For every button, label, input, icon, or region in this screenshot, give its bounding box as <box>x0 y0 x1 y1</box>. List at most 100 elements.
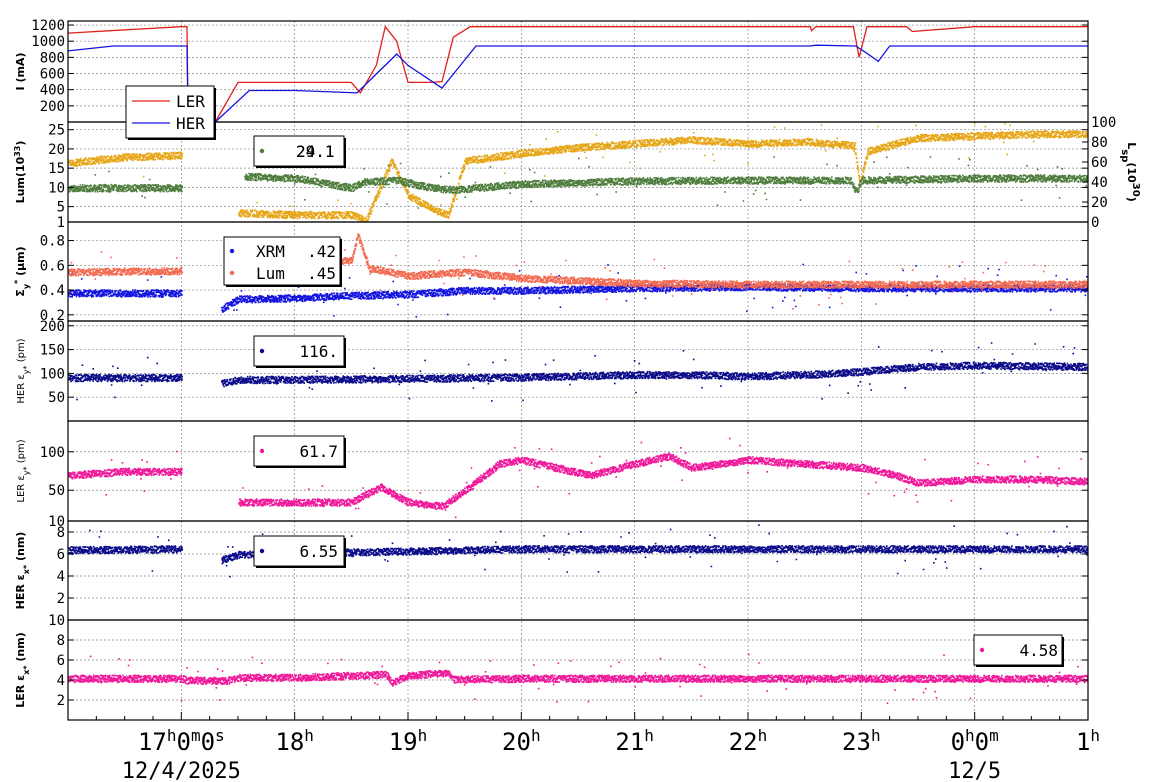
y-tick-label: 8 <box>57 633 65 649</box>
panel-frame <box>67 20 1089 123</box>
y-tick-label: 4 <box>57 673 65 689</box>
y-axis-label: I (mA) <box>14 53 27 91</box>
panel-her-epsx <box>68 524 1088 578</box>
y-tick-label: 0.4 <box>40 283 65 299</box>
y-tick-label: 8 <box>57 525 65 541</box>
series-points-sigma-y-0 <box>68 263 1088 318</box>
y2-tick-label: 80 <box>1091 135 1108 151</box>
y-tick-label: 1 <box>57 215 65 231</box>
legend-ler-epsx: 4.58 <box>973 634 1064 667</box>
y-tick-label: 10 <box>48 613 65 629</box>
y-tick-label: 200 <box>40 319 65 335</box>
x-date-label: 12/5 <box>948 759 1001 782</box>
series-line-ler <box>68 25 1088 122</box>
legend-label: LER <box>176 92 205 111</box>
series-points-luminosity-0 <box>68 122 1088 222</box>
y-tick-label: 10 <box>48 514 65 530</box>
y-tick-label: 15 <box>48 161 65 177</box>
x-tick-label: 23h <box>842 726 881 757</box>
legend-label: HER <box>176 114 205 133</box>
y-tick-label: 800 <box>40 50 65 66</box>
legend-dot <box>259 148 265 154</box>
y-axis-label: Lum(1033) <box>13 141 28 204</box>
legend-box <box>223 236 341 286</box>
y-tick-label: 2 <box>57 591 65 607</box>
legend-her-epsy: 116. <box>253 335 346 368</box>
grid-layer <box>68 21 1088 720</box>
legend-dot <box>259 348 265 354</box>
y-tick-label: 6 <box>57 653 65 669</box>
y-axis-label: Σy* (µm) <box>13 246 31 296</box>
legend-her-epsx: 6.55 <box>253 535 346 568</box>
frames-layer <box>67 20 1089 721</box>
panel-frame <box>67 221 1089 322</box>
panel-luminosity <box>68 122 1088 222</box>
y-tick-label: 50 <box>48 390 65 406</box>
y-axis-label: HER εx* (nm) <box>14 532 31 610</box>
legend-value: .42 <box>307 242 336 261</box>
legend-label: Lum <box>256 264 285 283</box>
y-tick-label: 100 <box>40 366 65 382</box>
x-tick-label: 20h <box>502 726 541 757</box>
panel-current <box>68 25 1088 122</box>
x-tick-label: 17h0m0s <box>138 726 225 757</box>
legend-value: 6.55 <box>299 542 338 561</box>
legend-value: 4.58 <box>1019 641 1058 660</box>
y-tick-label: 150 <box>40 343 65 359</box>
y-tick-label: 20 <box>48 142 65 158</box>
y-tick-label: 5 <box>57 200 65 216</box>
legend-current: LER HER <box>125 85 216 140</box>
panel-frame <box>67 520 1089 621</box>
x-date-label: 12/4/2025 <box>122 759 241 782</box>
series-points-her-epsx-0 <box>68 524 1088 578</box>
y-tick-label: 0.8 <box>40 234 65 250</box>
x-tick-label: 1h <box>1076 726 1100 757</box>
panel-ler-epsx <box>68 653 1088 704</box>
series-points-ler-epsx-0 <box>68 653 1088 704</box>
y2-tick-label: 0 <box>1091 215 1099 231</box>
y-axis-label: LER εx* (nm) <box>14 632 31 707</box>
legend-ler-epsy: 61.7 <box>253 435 346 468</box>
x-tick-label: 22h <box>729 726 768 757</box>
y-tick-label: 2 <box>57 693 65 709</box>
panel-her-epsy <box>68 342 1088 402</box>
y-tick-label: 1000 <box>31 34 65 50</box>
legend-box <box>253 335 345 367</box>
panel-sigma-y <box>68 233 1088 318</box>
y2-tick-label: 20 <box>1091 195 1108 211</box>
series-line-her <box>68 44 1088 122</box>
legend-box <box>973 634 1063 666</box>
legend-value: 29.1 <box>296 142 335 161</box>
legend-dot <box>229 270 235 276</box>
y-tick-label: 10 <box>48 180 65 196</box>
legend-box <box>253 535 345 567</box>
series-points-ler-epsy-0 <box>68 437 1088 519</box>
legend-dot <box>259 548 265 554</box>
y-tick-label: 25 <box>48 123 65 139</box>
legend-layer: LER HER 24.129.1 XRM .42 Lum .45 116. 61.7 6.55 4.… <box>125 85 1064 667</box>
y-tick-label: 4 <box>57 569 65 585</box>
y-tick-label: 600 <box>40 67 65 83</box>
legend-sigma-y: XRM .42 Lum .45 <box>223 236 342 287</box>
y-tick-label: 6 <box>57 547 65 563</box>
panel-frame <box>67 619 1089 721</box>
series-points-luminosity-1 <box>68 156 1088 209</box>
legend-luminosity: 24.129.1 <box>253 135 346 168</box>
y2-tick-label: 100 <box>1091 115 1116 131</box>
x-tick-label: 21h <box>615 726 654 757</box>
panel-frame <box>67 320 1089 422</box>
x-tick-label: 0h0m <box>951 726 999 757</box>
y-tick-label: 0.2 <box>40 308 65 324</box>
y-tick-label: 100 <box>40 445 65 461</box>
x-tick-label: 18h <box>275 726 314 757</box>
legend-value: .45 <box>307 264 336 283</box>
legend-value: 61.7 <box>299 442 338 461</box>
y2-tick-label: 40 <box>1091 175 1108 191</box>
series-layer <box>68 25 1088 704</box>
legend-box <box>125 85 215 139</box>
x-tick-label: 19h <box>389 726 428 757</box>
legend-box <box>253 135 345 167</box>
y2-tick-label: 60 <box>1091 155 1108 171</box>
